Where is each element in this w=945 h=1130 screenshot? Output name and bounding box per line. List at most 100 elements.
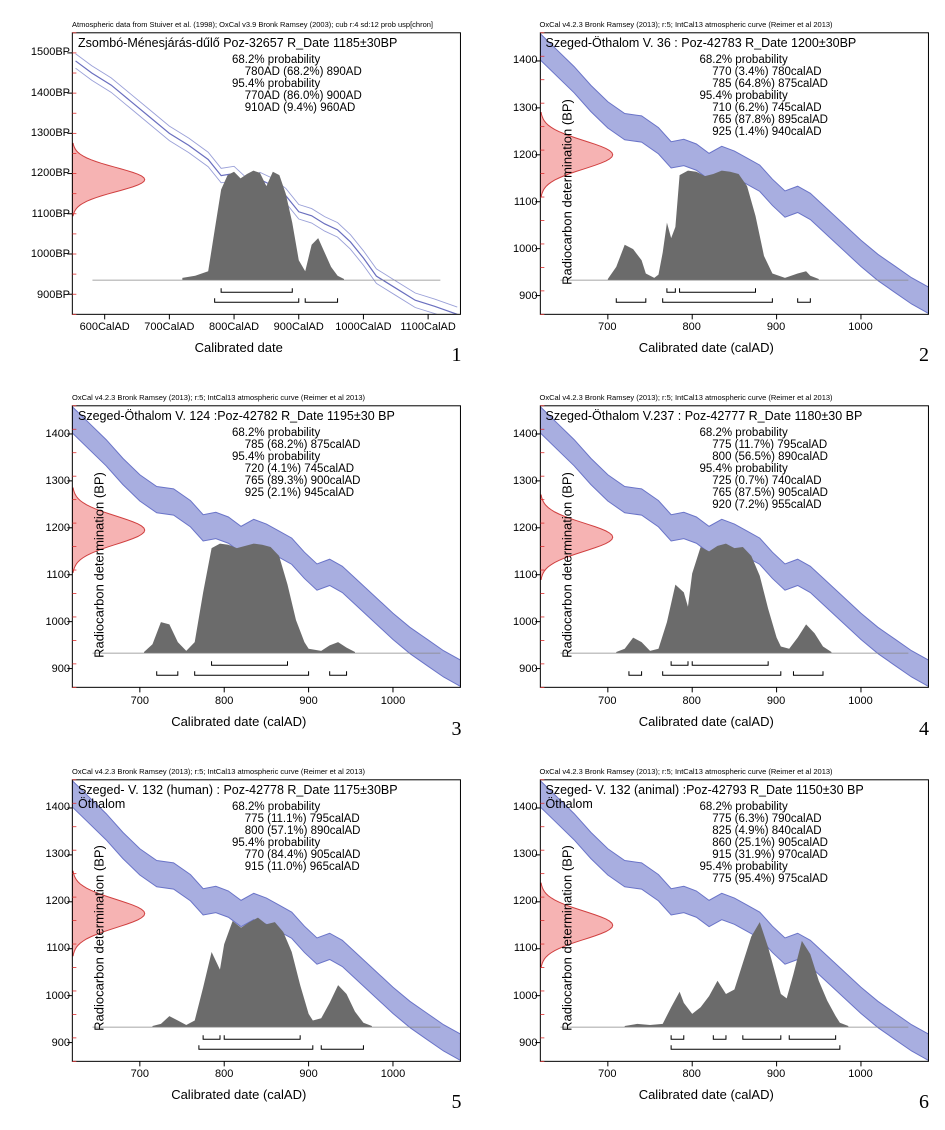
y-tick-label: 1400	[513, 428, 537, 440]
x-tick-label: 600CalAD	[80, 321, 130, 333]
probability-line: 68.2% probability	[700, 427, 829, 439]
panel-number: 2	[919, 344, 929, 367]
y-tick-label: 1200	[513, 522, 537, 534]
probability-line: 765 (87.5%) 905calAD	[700, 487, 829, 499]
y-tick-label: 900	[52, 1037, 70, 1049]
citation-text: OxCal v4.2.3 Bronk Ramsey (2013); r:5; I…	[540, 393, 833, 402]
y-tick-label: 900	[519, 290, 537, 302]
probability-bracket	[215, 298, 299, 302]
plot-title: Szeged-Öthalom V. 36 : Poz-42783 R_Date …	[546, 36, 857, 50]
posterior-distribution	[624, 922, 848, 1027]
x-axis-label: Calibrated date	[195, 340, 283, 355]
citation-text: Atmospheric data from Stuiver et al. (19…	[72, 20, 433, 29]
y-axis-label: Radiocarbon determination (BP)	[559, 845, 574, 1031]
probability-line: 915 (11.0%) 965calAD	[232, 861, 361, 873]
x-axis-label: Calibrated date (calAD)	[639, 1087, 774, 1102]
x-tick-label: 800	[215, 695, 233, 707]
probability-bracket	[221, 288, 292, 292]
probability-line: 780AD (68.2%) 890AD	[232, 66, 362, 78]
probability-line: 775 (11.1%) 795calAD	[232, 813, 361, 825]
x-tick-label: 700	[598, 695, 616, 707]
prior-distribution	[540, 883, 612, 967]
y-tick-label: 1400	[46, 801, 70, 813]
probability-line: 68.2% probability	[232, 427, 361, 439]
calibration-panel-2: OxCal v4.2.3 Bronk Ramsey (2013); r:5; I…	[478, 20, 936, 363]
y-tick-label: 1300	[513, 102, 537, 114]
probability-bracket	[195, 672, 309, 676]
y-tick-label: 1200	[46, 895, 70, 907]
x-tick-label: 700	[598, 1068, 616, 1080]
y-tick-label: 900	[52, 663, 70, 675]
probability-line: 765 (87.8%) 895calAD	[700, 114, 829, 126]
y-tick-label: 1000	[513, 990, 537, 1002]
probability-line: 95.4% probability	[232, 78, 362, 90]
x-tick-label: 900	[767, 321, 785, 333]
x-tick-label: 1000	[848, 321, 872, 333]
x-tick-label: 800	[215, 1068, 233, 1080]
y-tick-label: 1500BP	[31, 46, 70, 58]
x-tick-label: 1000	[848, 695, 872, 707]
y-tick-label: 1200	[46, 522, 70, 534]
y-axis-label: Radiocarbon determination (BP)	[559, 472, 574, 658]
y-tick-label: 1400BP	[31, 87, 70, 99]
y-tick-label: 1100	[514, 196, 538, 208]
x-axis-label: Calibrated date (calAD)	[171, 714, 306, 729]
x-axis-label: Calibrated date (calAD)	[639, 340, 774, 355]
x-tick-label: 900	[299, 695, 317, 707]
y-tick-label: 1000	[46, 990, 70, 1002]
citation-text: OxCal v4.2.3 Bronk Ramsey (2013); r:5; I…	[540, 767, 833, 776]
probability-line: 68.2% probability	[232, 54, 362, 66]
plot-title: Szeged- V. 132 (human) : Poz-42778 R_Dat…	[78, 783, 398, 797]
probability-line: 775 (95.4%) 975calAD	[700, 873, 829, 885]
y-tick-label: 1100	[46, 942, 70, 954]
probability-line: 68.2% probability	[700, 54, 829, 66]
probability-line: 915 (31.9%) 970calAD	[700, 849, 829, 861]
panel-number: 6	[919, 1091, 929, 1114]
probability-line: 95.4% probability	[700, 90, 829, 102]
probability-bracket	[662, 298, 772, 302]
probability-bracket	[671, 1045, 840, 1049]
plot-title: Szeged- V. 132 (animal) :Poz-42793 R_Dat…	[546, 783, 864, 797]
calibration-panel-5: OxCal v4.2.3 Bronk Ramsey (2013); r:5; I…	[10, 767, 468, 1110]
prior-distribution	[72, 143, 144, 215]
x-tick-label: 800	[683, 695, 701, 707]
probability-bracket	[662, 672, 780, 676]
probability-line: 920 (7.2%) 955calAD	[700, 499, 829, 511]
calibration-panel-4: OxCal v4.2.3 Bronk Ramsey (2013); r:5; I…	[478, 393, 936, 736]
y-tick-label: 1200BP	[31, 167, 70, 179]
probability-line: 725 (0.7%) 740calAD	[700, 475, 829, 487]
probability-bracket	[305, 298, 337, 302]
y-tick-label: 900BP	[37, 289, 70, 301]
panel-number: 1	[452, 344, 462, 367]
probability-line: 720 (4.1%) 745calAD	[232, 463, 361, 475]
probability-line: 95.4% probability	[232, 837, 361, 849]
probability-line: 68.2% probability	[232, 801, 361, 813]
probability-line: 95.4% probability	[232, 451, 361, 463]
panel-number: 4	[919, 718, 929, 741]
y-tick-label: 1200	[513, 895, 537, 907]
probability-bracket	[616, 298, 646, 302]
y-axis-label: Radiocarbon determination (BP)	[559, 99, 574, 285]
plot-title: Szeged-Öthalom V. 124 :Poz-42782 R_Date …	[78, 409, 395, 423]
probability-bracket	[628, 672, 641, 676]
probability-bracket	[203, 1035, 220, 1039]
calibration-panel-6: OxCal v4.2.3 Bronk Ramsey (2013); r:5; I…	[478, 767, 936, 1110]
posterior-distribution	[144, 544, 355, 653]
citation-text: OxCal v4.2.3 Bronk Ramsey (2013); r:5; I…	[72, 767, 365, 776]
probability-line: 860 (25.1%) 905calAD	[700, 837, 829, 849]
citation-text: OxCal v4.2.3 Bronk Ramsey (2013); r:5; I…	[72, 393, 365, 402]
y-tick-label: 1100BP	[32, 208, 70, 220]
probability-bracket	[742, 1035, 780, 1039]
prior-distribution	[72, 871, 144, 955]
calibration-panel-1: Atmospheric data from Stuiver et al. (19…	[10, 20, 468, 363]
y-tick-label: 1000	[513, 243, 537, 255]
x-tick-label: 700	[131, 1068, 149, 1080]
x-tick-label: 900	[767, 1068, 785, 1080]
x-tick-label: 1000	[848, 1068, 872, 1080]
y-tick-label: 1400	[513, 801, 537, 813]
plot-title: Szeged-Öthalom V.237 : Poz-42777 R_Date …	[546, 409, 863, 423]
probability-line: 775 (11.7%) 795calAD	[700, 439, 829, 451]
probability-line: 710 (6.2%) 745calAD	[700, 102, 829, 114]
probability-line: 770 (3.4%) 780calAD	[700, 66, 829, 78]
probability-line: 925 (2.1%) 945calAD	[232, 487, 361, 499]
